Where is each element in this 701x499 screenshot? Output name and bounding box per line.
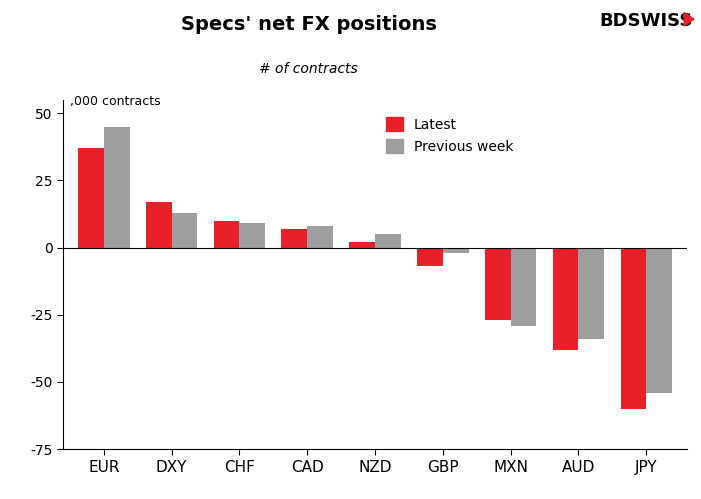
Text: Specs' net FX positions: Specs' net FX positions [180,15,437,34]
Bar [375,234,401,248]
Bar [240,224,265,248]
Bar [646,248,672,393]
Bar [172,213,198,248]
Bar [146,202,172,248]
Bar [78,148,104,248]
Text: ,000 contracts: ,000 contracts [70,95,161,108]
Text: BDSWISS: BDSWISS [599,12,693,30]
Text: # of contracts: # of contracts [259,62,358,76]
Bar [510,248,536,325]
Bar [417,248,443,266]
Bar [349,242,375,248]
Bar [104,127,130,248]
Bar [443,248,469,253]
Bar [214,221,240,248]
Bar [620,248,646,409]
Legend: Latest, Previous week: Latest, Previous week [379,110,520,161]
Bar [485,248,510,320]
Bar [282,229,307,248]
Bar [552,248,578,350]
Bar [578,248,604,339]
Bar [307,226,333,248]
